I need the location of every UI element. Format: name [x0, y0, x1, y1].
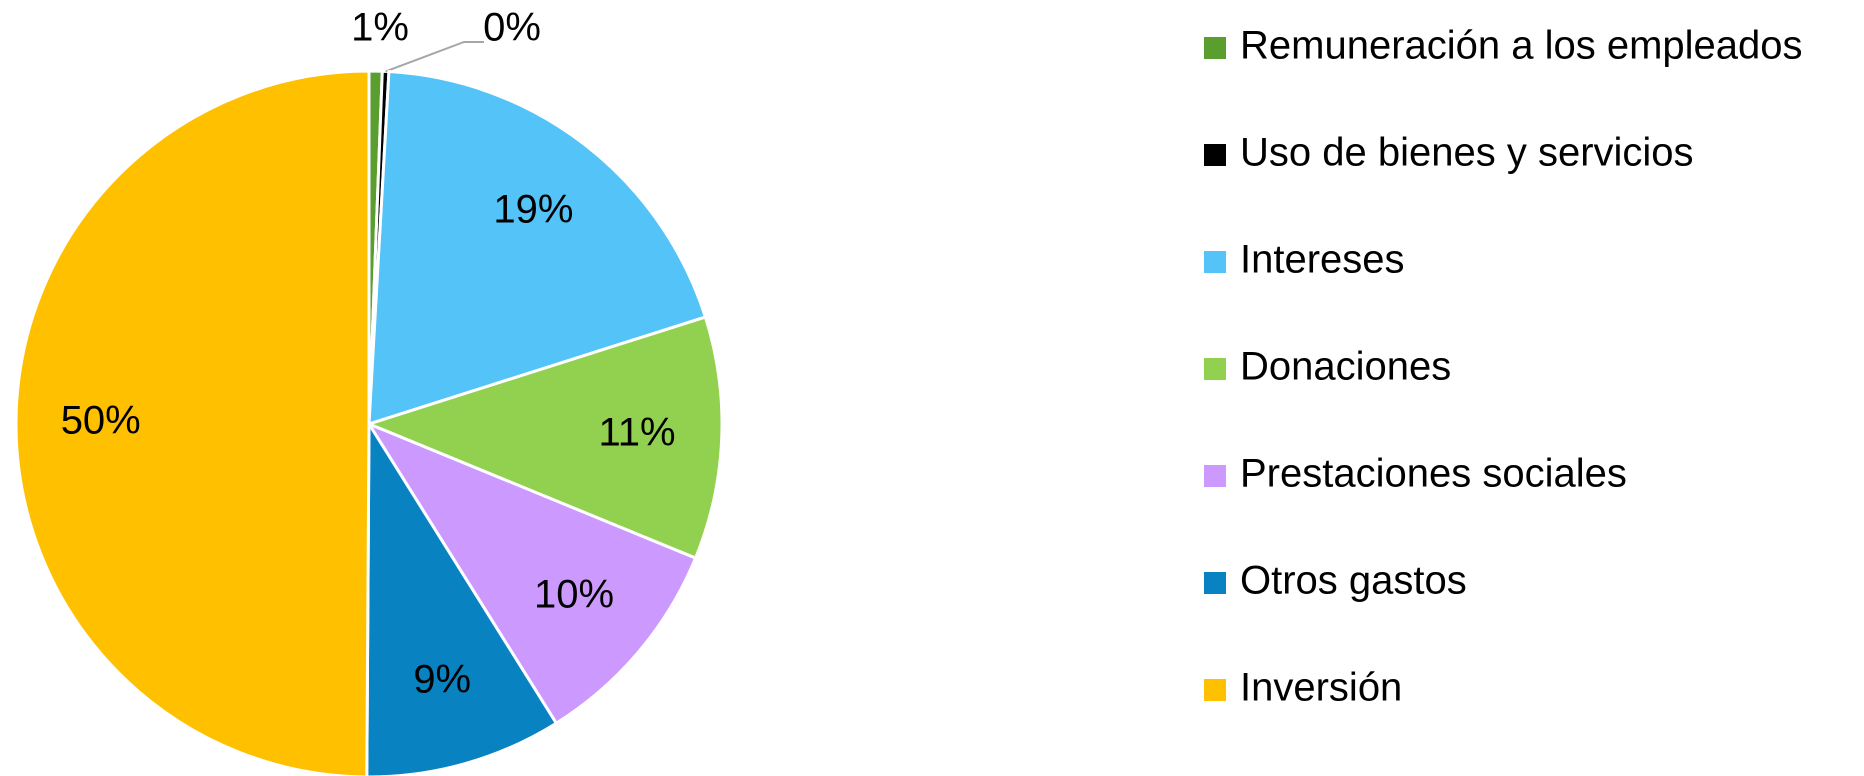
legend-label: Inversión: [1240, 666, 1402, 710]
legend-swatch: [1204, 144, 1226, 166]
pie-slice: [364, 315, 724, 561]
data-label: 9%: [413, 658, 471, 702]
legend-swatch: [1204, 37, 1226, 59]
legend-label: Otros gastos: [1240, 559, 1467, 603]
data-label: 10%: [534, 573, 614, 617]
pie-slice: [365, 418, 559, 776]
legend-swatch: [1204, 251, 1226, 273]
data-label: 50%: [61, 399, 141, 443]
data-label: 11%: [599, 411, 676, 455]
legend-swatch: [1204, 572, 1226, 594]
legend-label: Intereses: [1240, 238, 1405, 282]
pie-slice: [367, 69, 708, 427]
legend-swatch: [1204, 679, 1226, 701]
legend-swatch: [1204, 465, 1226, 487]
legend-label: Remuneración a los empleados: [1240, 24, 1803, 68]
legend-label: Donaciones: [1240, 345, 1451, 389]
data-label: 0%: [483, 6, 541, 50]
pie-slice: [14, 69, 371, 776]
data-label: 1%: [351, 6, 409, 50]
legend-label: Uso de bienes y servicios: [1240, 131, 1694, 175]
pie-slice: [365, 420, 698, 726]
legend-swatch: [1204, 358, 1226, 380]
data-label: 19%: [493, 188, 573, 232]
legend-label: Prestaciones sociales: [1240, 452, 1627, 496]
leader-line: [385, 41, 484, 73]
